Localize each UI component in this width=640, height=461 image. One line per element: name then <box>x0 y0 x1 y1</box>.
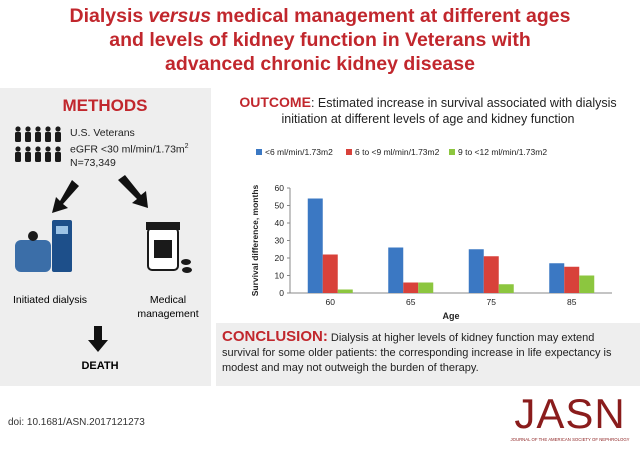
y-tick-label: 10 <box>275 271 285 281</box>
legend-swatch <box>256 149 262 155</box>
conclusion: CONCLUSION: Dialysis at higher levels of… <box>222 329 634 376</box>
y-tick-label: 60 <box>275 183 285 193</box>
journal-name: JOURNAL OF THE AMERICAN SOCIETY OF NEPHR… <box>510 437 630 442</box>
title-text: medical management at different ages <box>216 5 571 27</box>
y-axis-label: Survival difference, months <box>250 184 260 296</box>
outcome-label: OUTCOME <box>239 94 311 110</box>
y-tick-label: 0 <box>279 288 284 298</box>
y-tick-label: 30 <box>275 236 285 246</box>
doi: doi: 10.1681/ASN.2017121273 <box>8 417 145 428</box>
arrows <box>52 175 148 352</box>
y-tick-label: 40 <box>275 218 285 228</box>
journal-logo: JASN <box>514 390 626 437</box>
bar <box>322 254 338 293</box>
legend-label: 9 to <12 ml/min/1.73m2 <box>458 147 547 157</box>
cohort-line: N=73,349 <box>70 156 116 169</box>
bar <box>564 266 580 293</box>
legend-label: <6 ml/min/1.73m2 <box>265 147 333 157</box>
conclusion-label: CONCLUSION: <box>222 328 328 345</box>
title-text: and levels of kidney function in Veteran… <box>109 29 531 51</box>
x-tick-label: 85 <box>567 297 577 307</box>
legend-label: 6 to <9 ml/min/1.73m2 <box>355 147 440 157</box>
bar <box>468 249 484 293</box>
bar <box>403 282 419 293</box>
cohort-line: eGFR <30 ml/min/1.73m <box>70 143 185 156</box>
title: Dialysis versus medical management at diff… <box>0 4 640 76</box>
outcome-text: : Estimated increase in survival associa… <box>281 96 617 126</box>
medication-icon <box>146 222 192 273</box>
title-text: advanced chronic kidney disease <box>165 53 475 75</box>
dialysis-icon <box>15 220 72 272</box>
bar <box>418 282 434 293</box>
title-italic: versus <box>148 5 212 27</box>
bar <box>549 263 565 293</box>
x-tick-label: 75 <box>487 297 497 307</box>
x-axis-label: Age <box>442 311 459 321</box>
conclusion-panel <box>216 323 640 386</box>
arm-label: Initiated dialysis <box>12 294 88 306</box>
x-tick-label: 60 <box>326 297 336 307</box>
legend-swatch <box>449 149 455 155</box>
bar <box>483 256 499 293</box>
cohort-line: U.S. Veterans <box>70 127 135 139</box>
y-tick-label: 20 <box>275 253 285 263</box>
outcome-label: DEATH <box>81 360 119 372</box>
legend-swatch <box>346 149 352 155</box>
arm-label: Medical management <box>137 294 199 320</box>
x-tick-label: 65 <box>406 297 416 307</box>
bar <box>388 247 404 293</box>
bar <box>307 198 323 293</box>
cohort: U.S. Veterans eGFR <30 ml/min/1.73m2 N=7… <box>70 127 189 170</box>
y-tick-label: 50 <box>275 201 285 211</box>
methods-heading: METHODS <box>62 96 148 115</box>
bar <box>337 289 353 293</box>
bar-chart: <6 ml/min/1.73m2 6 to <9 ml/min/1.73m2 9 t… <box>250 147 612 321</box>
superscript: 2 <box>184 143 189 150</box>
title-text: Dialysis <box>69 5 144 27</box>
outcome: OUTCOME: Estimated increase in survival … <box>222 94 634 127</box>
bar <box>498 284 514 293</box>
conclusion-text: Dialysis at higher levels of kidney func… <box>222 332 612 374</box>
people-icon <box>15 126 61 162</box>
bar <box>579 275 595 293</box>
